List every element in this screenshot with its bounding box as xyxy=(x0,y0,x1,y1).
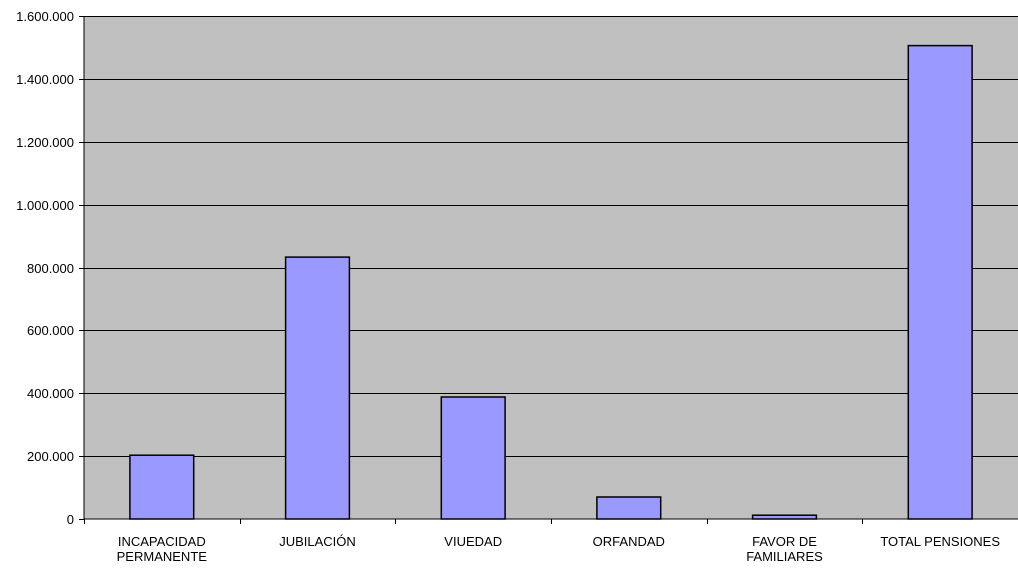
y-tick-label: 1.400.000 xyxy=(16,72,74,87)
bar xyxy=(129,454,195,520)
y-tick-label: 200.000 xyxy=(27,449,74,464)
y-tick-label: 400.000 xyxy=(27,386,74,401)
x-category-label-line: TOTAL PENSIONES xyxy=(880,534,1000,549)
y-tick-label: 600.000 xyxy=(27,323,74,338)
x-category-label: ORFANDAD xyxy=(593,534,665,549)
x-category-label: FAVOR DE FAMILIARES xyxy=(746,534,823,564)
x-category-label-line: FAMILIARES xyxy=(746,549,823,564)
y-tick-label: 0 xyxy=(67,512,74,527)
x-category-label-line: FAVOR DE xyxy=(752,534,817,549)
x-category-label-line: PERMANENTE xyxy=(117,549,208,564)
bars xyxy=(129,44,973,520)
bar xyxy=(596,496,662,520)
bar xyxy=(907,44,973,520)
x-category-label-line: VIUEDAD xyxy=(444,534,502,549)
x-category-label-line: INCAPACIDAD xyxy=(118,534,206,549)
bar xyxy=(751,514,818,520)
x-category-label: INCAPACIDAD PERMANENTE xyxy=(117,534,208,564)
bar xyxy=(284,256,351,520)
gridlines xyxy=(84,16,1018,457)
x-category-label-line: ORFANDAD xyxy=(593,534,665,549)
y-tick-label: 800.000 xyxy=(27,261,74,276)
x-category-label-line: JUBILACIÓN xyxy=(279,534,356,549)
x-category-label: TOTAL PENSIONES xyxy=(880,534,1000,549)
y-axis-ticks: 0 200.000 400.000 600.000 800.000 1.000.000 1.… xyxy=(16,9,84,527)
y-tick-label: 1.200.000 xyxy=(16,135,74,150)
bar xyxy=(440,396,506,520)
x-axis-ticks: INCAPACIDAD PERMANENTE JUBILACIÓN VIUEDAD OR… xyxy=(84,519,1000,564)
x-category-label: JUBILACIÓN xyxy=(279,534,356,549)
x-category-label: VIUEDAD xyxy=(444,534,502,549)
plot-area xyxy=(84,16,1018,519)
y-tick-label: 1.000.000 xyxy=(16,198,74,213)
y-tick-label: 1.600.000 xyxy=(16,9,74,24)
